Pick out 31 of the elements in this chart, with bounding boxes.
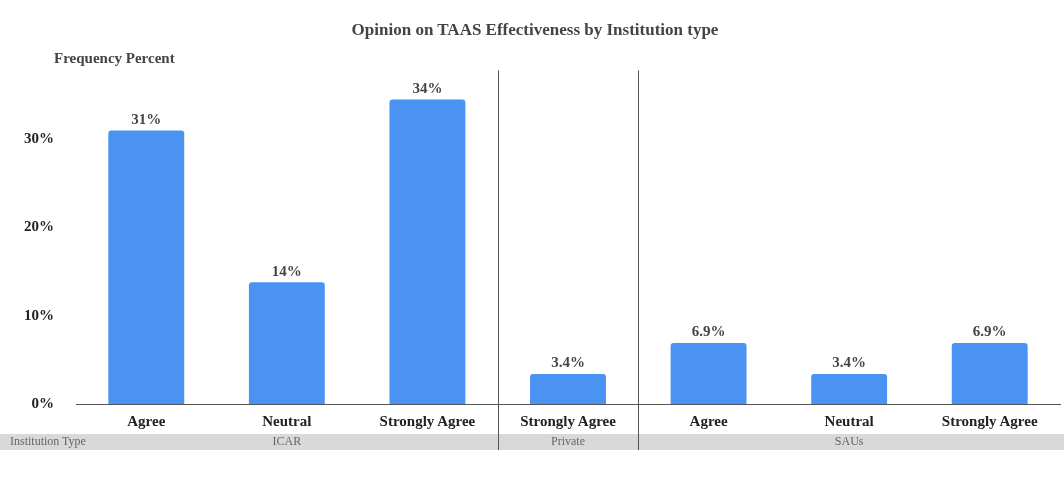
data-label: 3.4% [551,354,585,371]
y-axis-title: Frequency Percent [54,49,175,66]
data-label: 6.9% [691,323,726,340]
data-label: 34% [412,79,443,96]
data-label: 14% [271,262,302,279]
data-label: 6.9% [972,323,1007,340]
bar [811,373,888,404]
data-label: 3.4% [832,354,867,371]
y-tick-label: 30% [24,130,54,147]
x-tick-label: Neutral [262,412,312,429]
chart-title: Opinion on TAAS Effectiveness by Institution type [351,19,719,39]
bar [951,343,1028,404]
x-tick-label: Strongly Agree [520,412,617,429]
x-tick-label: Strongly Agree [379,412,476,429]
y-tick-label: 20% [24,218,54,235]
x-tick-label: Neutral [824,412,874,429]
y-tick-label: 10% [24,306,54,323]
text: SAUs [834,434,864,449]
bar [108,130,185,404]
y-tick-label: 0% [31,394,54,411]
text: ICAR [272,434,302,449]
text: Private [551,434,585,449]
bar [389,99,466,404]
x-tick-label: Strongly Agree [941,412,1038,429]
x-tick-label: Agree [127,412,166,429]
bar [670,343,747,404]
data-label: 31% [131,110,162,127]
text: Institution Type [10,434,86,449]
bar [530,373,606,404]
bar [248,282,325,404]
x-tick-label: Agree [689,412,728,429]
